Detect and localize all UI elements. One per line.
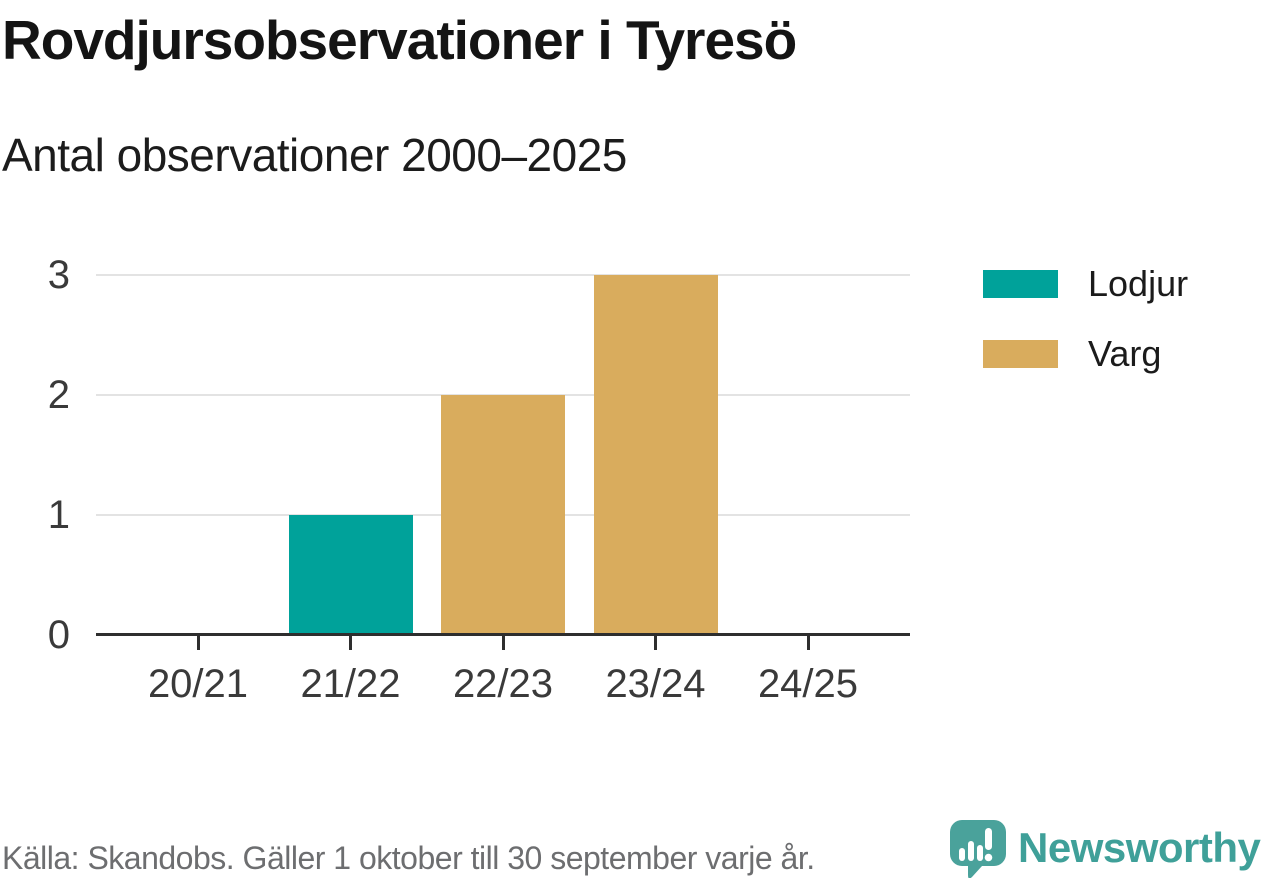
chart-subtitle: Antal observationer 2000–2025 — [2, 129, 627, 181]
x-axis-tick — [349, 636, 352, 650]
y-axis-tick-label: 1 — [47, 493, 70, 537]
y-axis-tick-label: 3 — [47, 253, 70, 297]
x-axis-tick — [806, 636, 810, 650]
legend-swatch-varg — [983, 340, 1058, 368]
legend: Lodjur Varg — [983, 263, 1188, 403]
y-axis-tick-label: 2 — [47, 373, 70, 417]
legend-item-lodjur: Lodjur — [983, 263, 1188, 305]
newsworthy-icon — [950, 820, 1006, 878]
x-axis-tick-label: 23/24 — [605, 662, 706, 706]
bar-lodjur-21/22 — [288, 515, 413, 635]
legend-label: Lodjur — [1088, 263, 1189, 304]
brand-name: Newsworthy — [1018, 824, 1261, 871]
x-axis-tick — [196, 636, 200, 650]
x-axis-tick-label: 22/23 — [452, 662, 554, 706]
y-axis-tick-label: 0 — [47, 613, 70, 657]
x-axis-tick-label: 24/25 — [757, 662, 859, 706]
x-axis-tick — [501, 636, 505, 650]
x-axis-tick — [654, 636, 657, 650]
x-axis-tick-label: 21/22 — [300, 662, 401, 706]
legend-item-varg: Varg — [983, 333, 1188, 375]
brand-logo: Newsworthy — [948, 818, 1261, 878]
legend-swatch-lodjur — [983, 270, 1058, 298]
bar-varg-23/24 — [593, 275, 718, 635]
page-title: Rovdjursobservationer i Tyresö — [2, 9, 797, 71]
x-axis-line — [96, 633, 910, 636]
gridline — [96, 274, 910, 276]
bar-varg-22/23 — [441, 395, 565, 635]
legend-label: Varg — [1088, 333, 1162, 374]
source-note: Källa: Skandobs. Gäller 1 oktober till 3… — [2, 840, 815, 876]
x-axis-tick-label: 20/21 — [147, 662, 249, 706]
